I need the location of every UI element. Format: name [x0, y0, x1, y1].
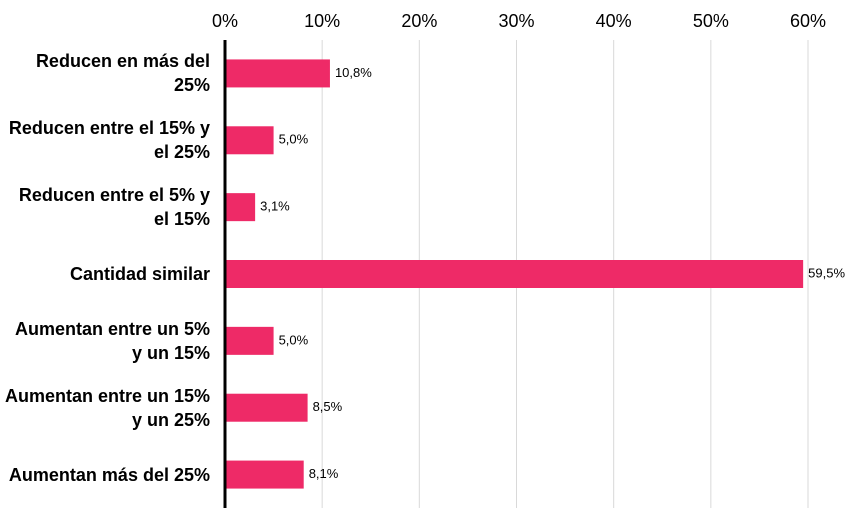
x-tick-label: 50%: [693, 11, 729, 31]
x-tick-label: 0%: [212, 11, 238, 31]
bar: [225, 126, 274, 155]
y-tick-label: Reducen entre el 5% y el 15%: [18, 185, 210, 230]
x-tick-label: 20%: [401, 11, 437, 31]
value-label: 10,8%: [335, 65, 372, 80]
bar: [225, 460, 304, 489]
bar: [225, 260, 804, 288]
x-tick-label: 60%: [790, 11, 826, 31]
y-tick-label: Aumentan más del 25%: [8, 464, 210, 485]
bar: [225, 326, 274, 355]
value-label: 5,0%: [279, 332, 309, 347]
bar: [225, 193, 256, 222]
y-tick-label: Reducen en más del 25%: [35, 51, 210, 96]
bar: [225, 393, 308, 422]
y-tick-label: Cantidad similar: [69, 264, 210, 284]
value-label: 8,5%: [313, 399, 343, 414]
x-tick-label: 40%: [596, 11, 632, 31]
y-tick-label: Aumentan entre un 15% y un 25%: [4, 385, 210, 430]
value-label: 59,5%: [808, 265, 845, 280]
x-tick-label: 30%: [498, 11, 534, 31]
value-label: 3,1%: [260, 199, 290, 214]
y-tick-label: Aumentan entre un 5% y un 15%: [14, 318, 210, 363]
bar: [225, 59, 330, 88]
x-tick-label: 10%: [304, 11, 340, 31]
y-tick-label: Reducen entre el 15% y el 25%: [8, 118, 210, 163]
value-label: 5,0%: [279, 132, 309, 147]
value-label: 8,1%: [309, 466, 339, 481]
